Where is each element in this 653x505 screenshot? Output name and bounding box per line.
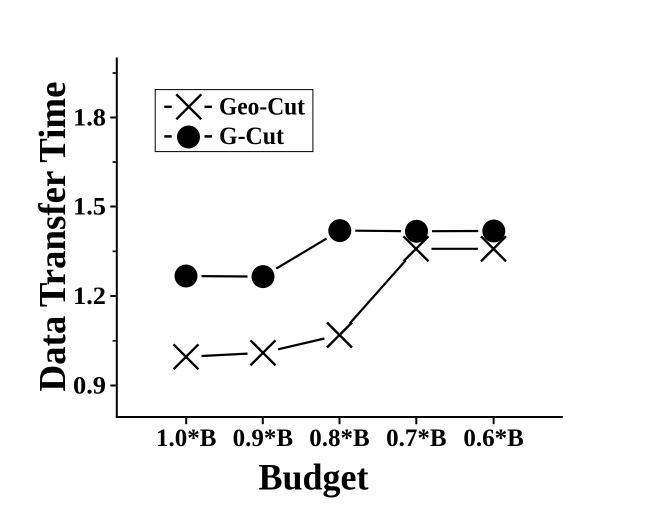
svg-text:0.9: 0.9	[73, 373, 106, 400]
svg-text:Budget: Budget	[259, 458, 370, 499]
svg-text:Data Transfer Time: Data Transfer Time	[32, 82, 74, 392]
svg-text:1.5: 1.5	[73, 194, 106, 221]
svg-text:0.7*B: 0.7*B	[386, 425, 446, 452]
svg-text:Geo-Cut: Geo-Cut	[219, 94, 306, 121]
svg-text:G-Cut: G-Cut	[219, 123, 285, 150]
svg-text:0.8*B: 0.8*B	[309, 425, 369, 452]
svg-text:1.8: 1.8	[73, 105, 106, 132]
svg-text:1.0*B: 1.0*B	[156, 425, 216, 452]
svg-text:1.2: 1.2	[73, 283, 106, 310]
svg-text:0.6*B: 0.6*B	[463, 425, 523, 452]
svg-text:0.9*B: 0.9*B	[233, 425, 293, 452]
